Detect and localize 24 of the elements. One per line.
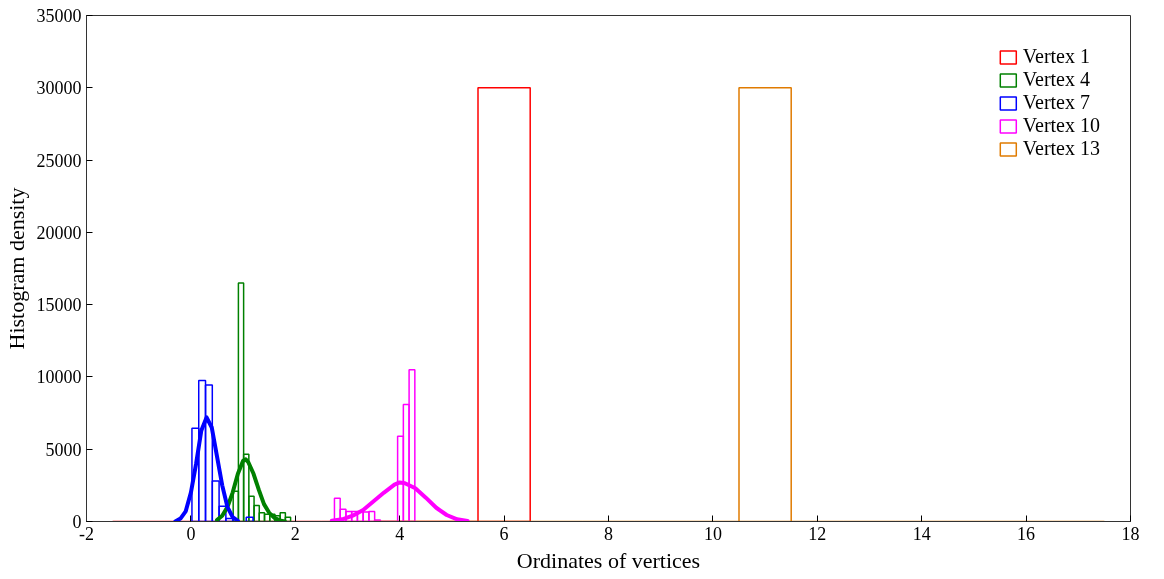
x-tick-label: 6 <box>499 523 509 544</box>
x-tick-label: 10 <box>703 523 722 544</box>
y-tick-label: 35000 <box>36 6 82 26</box>
x-tick-label: 0 <box>186 523 196 544</box>
x-axis-title: Ordinates of vertices <box>516 547 701 573</box>
y-axis-title: Histogram density <box>3 187 29 350</box>
x-tick-label: 12 <box>808 523 827 544</box>
y-tick-label: 25000 <box>36 150 82 171</box>
legend-label: Vertex 1 <box>1022 45 1090 68</box>
x-tick-label: 4 <box>395 523 405 544</box>
legend-label: Vertex 4 <box>1022 68 1090 91</box>
x-tick-label: 2 <box>290 523 300 544</box>
y-tick-label: 10000 <box>36 367 82 388</box>
x-tick-label: 16 <box>1017 523 1036 544</box>
x-tick-label: 18 <box>1121 523 1140 544</box>
y-tick-label: 20000 <box>36 222 82 243</box>
legend-label: Vertex 7 <box>1022 91 1090 114</box>
x-tick-label: 14 <box>912 523 931 544</box>
x-tick-label: 8 <box>604 523 613 544</box>
legend-label: Vertex 13 <box>1022 137 1100 160</box>
y-tick-label: 5000 <box>45 439 82 460</box>
y-tick-label: 15000 <box>36 295 82 316</box>
y-tick-label: 30000 <box>36 78 82 99</box>
legend-label: Vertex 10 <box>1022 114 1100 137</box>
